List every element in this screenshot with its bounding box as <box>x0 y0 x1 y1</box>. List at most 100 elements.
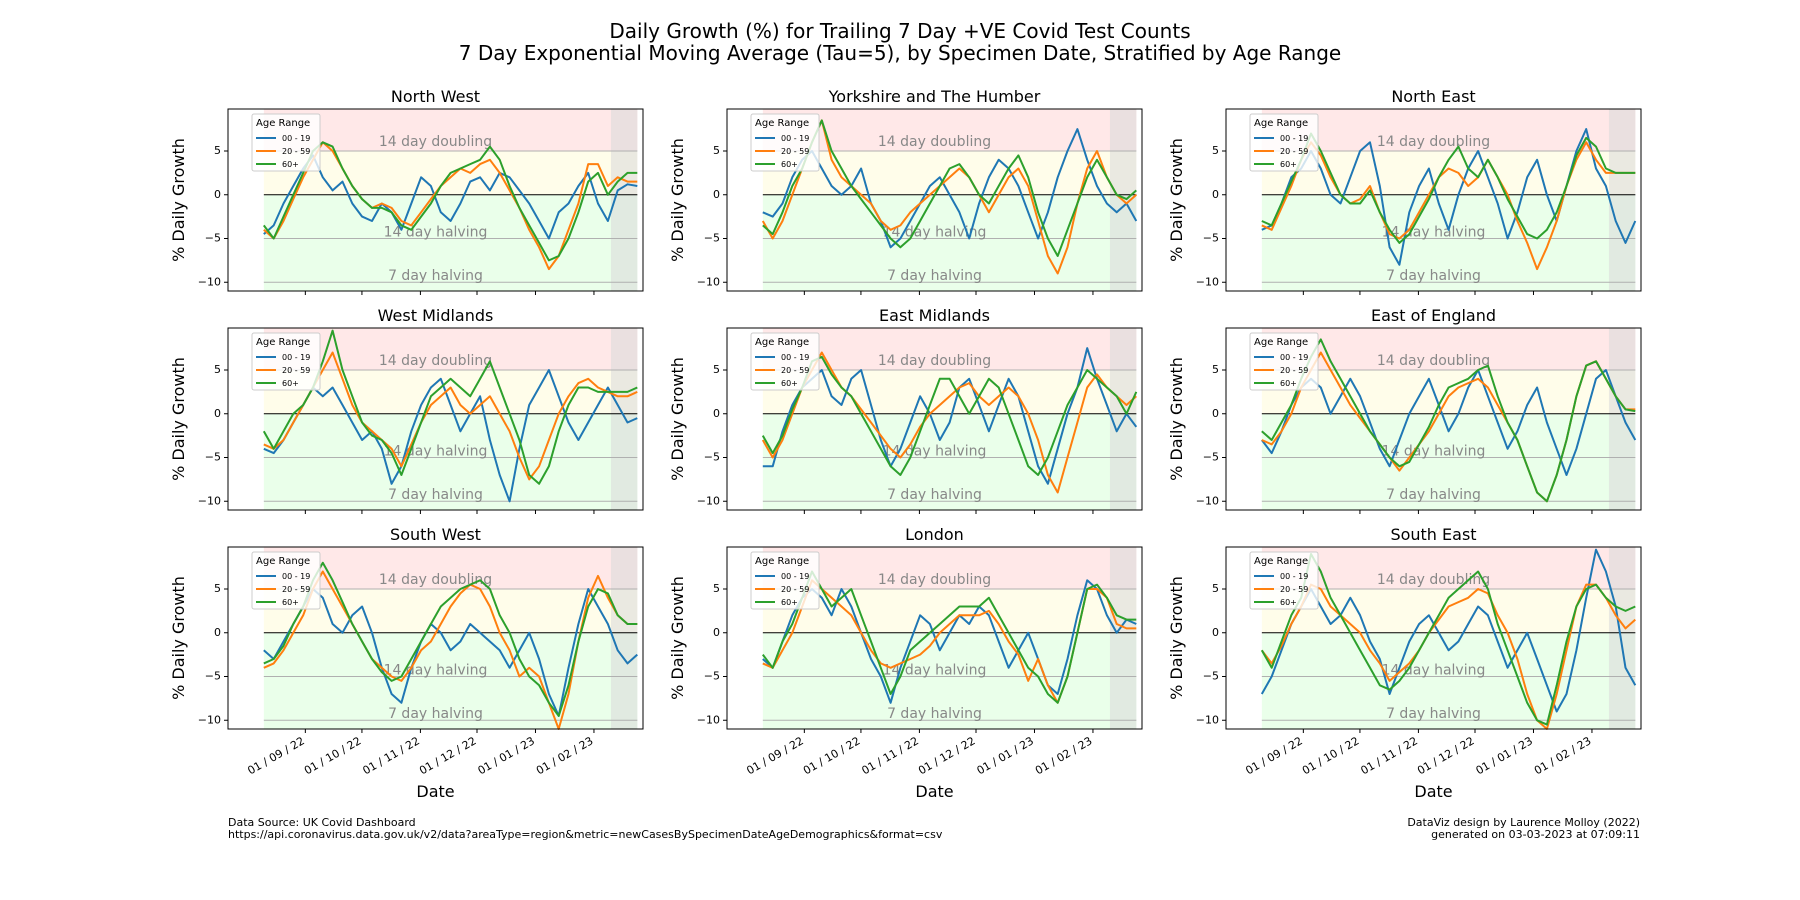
subplot-east-of-england: 14 day doubling 14 day halving 7 day halvi… <box>1167 306 1642 514</box>
legend-entry: 20 - 59 <box>781 366 809 375</box>
doubling-band <box>1261 109 1636 151</box>
y-tick-label: 5 <box>1212 144 1219 157</box>
halving-band <box>762 413 1137 510</box>
subplot-title: London <box>905 525 964 544</box>
halving-7-annotation: 7 day halving <box>388 706 483 722</box>
x-tick-label: 01 / 10 / 22 <box>302 734 363 777</box>
legend-box <box>251 113 321 172</box>
x-tick-label: 01 / 01 / 23 <box>1474 734 1535 777</box>
doubling-annotation: 14 day doubling <box>379 134 492 150</box>
series-line-0019 <box>263 154 638 240</box>
y-tick-label: −5 <box>704 451 720 464</box>
y-tick-label: −5 <box>205 232 221 245</box>
halving-7-annotation: 7 day halving <box>887 268 982 284</box>
y-tick-label: 0 <box>713 407 720 420</box>
doubling-annotation: 14 day doubling <box>878 572 991 588</box>
y-tick-label: −10 <box>198 275 221 288</box>
y-axis-label: % Daily Growth <box>1167 576 1186 700</box>
halving-7-annotation: 7 day halving <box>388 268 483 284</box>
axes-frame <box>227 546 644 730</box>
legend-box <box>750 551 820 610</box>
recent-data-band <box>1608 109 1636 291</box>
series-line-60+ <box>761 570 1137 704</box>
legend-entry: 20 - 59 <box>781 147 809 156</box>
y-tick-label: 5 <box>1212 363 1219 376</box>
footer-generated-date: generated on 03-03-2023 at 07:09:11 <box>1431 828 1640 841</box>
x-tick-label: 01 / 11 / 22 <box>1359 734 1420 777</box>
legend-entry: 60+ <box>781 598 798 607</box>
halving-7-annotation: 7 day halving <box>1386 706 1481 722</box>
legend-entry: 60+ <box>781 160 798 169</box>
x-tick-label: 01 / 12 / 22 <box>417 734 478 777</box>
legend-entry: 00 - 19 <box>1280 572 1308 581</box>
series-line-60+ <box>762 119 1137 257</box>
legend-box <box>1249 551 1319 610</box>
x-axis-label: Date <box>416 782 454 801</box>
series-line-0019 <box>762 579 1137 704</box>
axes-frame <box>1225 108 1642 292</box>
y-tick-label: 5 <box>713 144 720 157</box>
axes-frame <box>726 327 1143 511</box>
y-axis-label: % Daily Growth <box>169 138 188 262</box>
recent-data-band <box>1608 328 1636 510</box>
y-tick-label: −5 <box>704 670 720 683</box>
doubling-annotation: 14 day doubling <box>878 134 991 150</box>
halving-7-annotation: 7 day halving <box>388 487 483 503</box>
halving-7-annotation: 7 day halving <box>1386 268 1481 284</box>
doubling-annotation: 14 day doubling <box>1377 353 1490 369</box>
recent-data-band <box>1109 547 1137 729</box>
y-tick-label: 5 <box>1212 582 1219 595</box>
legend-entry: 20 - 59 <box>282 366 310 375</box>
legend-box <box>1249 113 1319 172</box>
y-tick-label: 5 <box>214 582 221 595</box>
y-tick-label: 0 <box>1212 188 1219 201</box>
y-tick-label: 0 <box>214 407 221 420</box>
series-line-60+ <box>1261 338 1636 503</box>
footer-credits: DataViz design by Laurence Molloy (2022)… <box>1407 817 1640 841</box>
y-tick-label: −10 <box>1196 494 1219 507</box>
y-tick-label: 0 <box>214 188 221 201</box>
legend-entry: 00 - 19 <box>781 572 809 581</box>
doubling-band <box>762 547 1137 589</box>
legend-entry: 60+ <box>1280 598 1297 607</box>
subplot-south-east: 14 day doubling 14 day halving 7 day halvi… <box>1167 525 1642 801</box>
legend-title: Age Range <box>755 118 809 129</box>
y-axis-label: % Daily Growth <box>1167 138 1186 262</box>
legend-entry: 00 - 19 <box>781 134 809 143</box>
legend-title: Age Range <box>755 337 809 348</box>
subplot-title: East Midlands <box>879 306 990 325</box>
y-tick-label: −5 <box>1203 232 1219 245</box>
series-line-60+ <box>761 355 1138 476</box>
legend-entry: 20 - 59 <box>1280 585 1308 594</box>
axes-frame <box>1225 546 1642 730</box>
series-line-60+ <box>1261 132 1636 244</box>
y-tick-label: 0 <box>1212 626 1219 639</box>
subplot-title: South East <box>1390 525 1476 544</box>
y-tick-label: −10 <box>198 713 221 726</box>
subplot-title: South West <box>390 525 481 544</box>
y-tick-label: 0 <box>1212 407 1219 420</box>
x-tick-label: 01 / 09 / 22 <box>245 734 306 777</box>
legend-title: Age Range <box>256 337 310 348</box>
y-tick-label: −10 <box>1196 713 1219 726</box>
x-tick-label: 01 / 09 / 22 <box>1243 734 1304 777</box>
doubling-annotation: 14 day doubling <box>878 353 991 369</box>
subplot-london: 14 day doubling 14 day halving 7 day halvi… <box>668 525 1143 801</box>
y-tick-label: 0 <box>713 626 720 639</box>
y-tick-label: 0 <box>214 626 221 639</box>
axes-frame <box>726 546 1143 730</box>
x-tick-label: 01 / 12 / 22 <box>1415 734 1476 777</box>
legend-title: Age Range <box>1254 556 1308 567</box>
halving-14-annotation: 14 day halving <box>883 662 987 678</box>
halving-band <box>263 413 638 510</box>
halving-14-annotation: 14 day halving <box>384 443 488 459</box>
legend-entry: 00 - 19 <box>282 353 310 362</box>
series-line-60+ <box>263 561 638 717</box>
halving-7-annotation: 7 day halving <box>1386 487 1481 503</box>
legend-title: Age Range <box>256 118 310 129</box>
footer-source-label: Data Source: UK Covid Dashboard <box>228 816 416 829</box>
legend-title: Age Range <box>256 556 310 567</box>
x-tick-label: 01 / 10 / 22 <box>801 734 862 777</box>
